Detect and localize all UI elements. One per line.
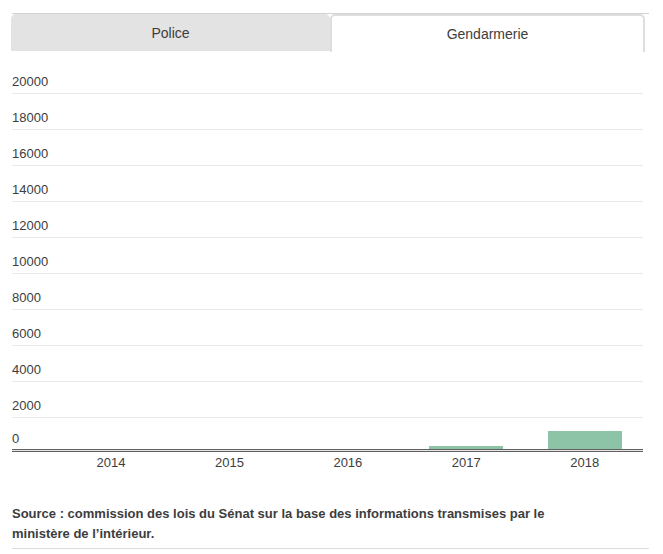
tab-police[interactable]: Police xyxy=(11,14,330,51)
x-axis-labels: 2014 2015 2016 2017 2018 xyxy=(12,452,643,475)
y-grid: 2000018000160001400012000100008000600040… xyxy=(12,58,643,449)
tab-bar: Police Gendarmerie xyxy=(11,14,645,52)
chart-widget: Police Gendarmerie 200001800016000140001… xyxy=(0,0,663,554)
x-tick-label: 2015 xyxy=(215,455,244,471)
tab-gendarmerie[interactable]: Gendarmerie xyxy=(330,14,645,52)
tab-police-label: Police xyxy=(151,25,189,41)
bar-2018[interactable] xyxy=(548,431,622,449)
x-tick-label: 2014 xyxy=(97,455,126,471)
x-tick-label: 2017 xyxy=(452,455,481,471)
x-tick-label: 2016 xyxy=(333,455,362,471)
source-note: Source : commission des lois du Sénat su… xyxy=(12,504,604,543)
bars-layer xyxy=(12,58,643,449)
x-tick-label: 2018 xyxy=(570,455,599,471)
bar-2017[interactable] xyxy=(429,446,503,449)
bottom-divider xyxy=(12,548,649,549)
tab-gendarmerie-label: Gendarmerie xyxy=(447,26,529,42)
bar-chart: 2000018000160001400012000100008000600040… xyxy=(12,58,643,475)
